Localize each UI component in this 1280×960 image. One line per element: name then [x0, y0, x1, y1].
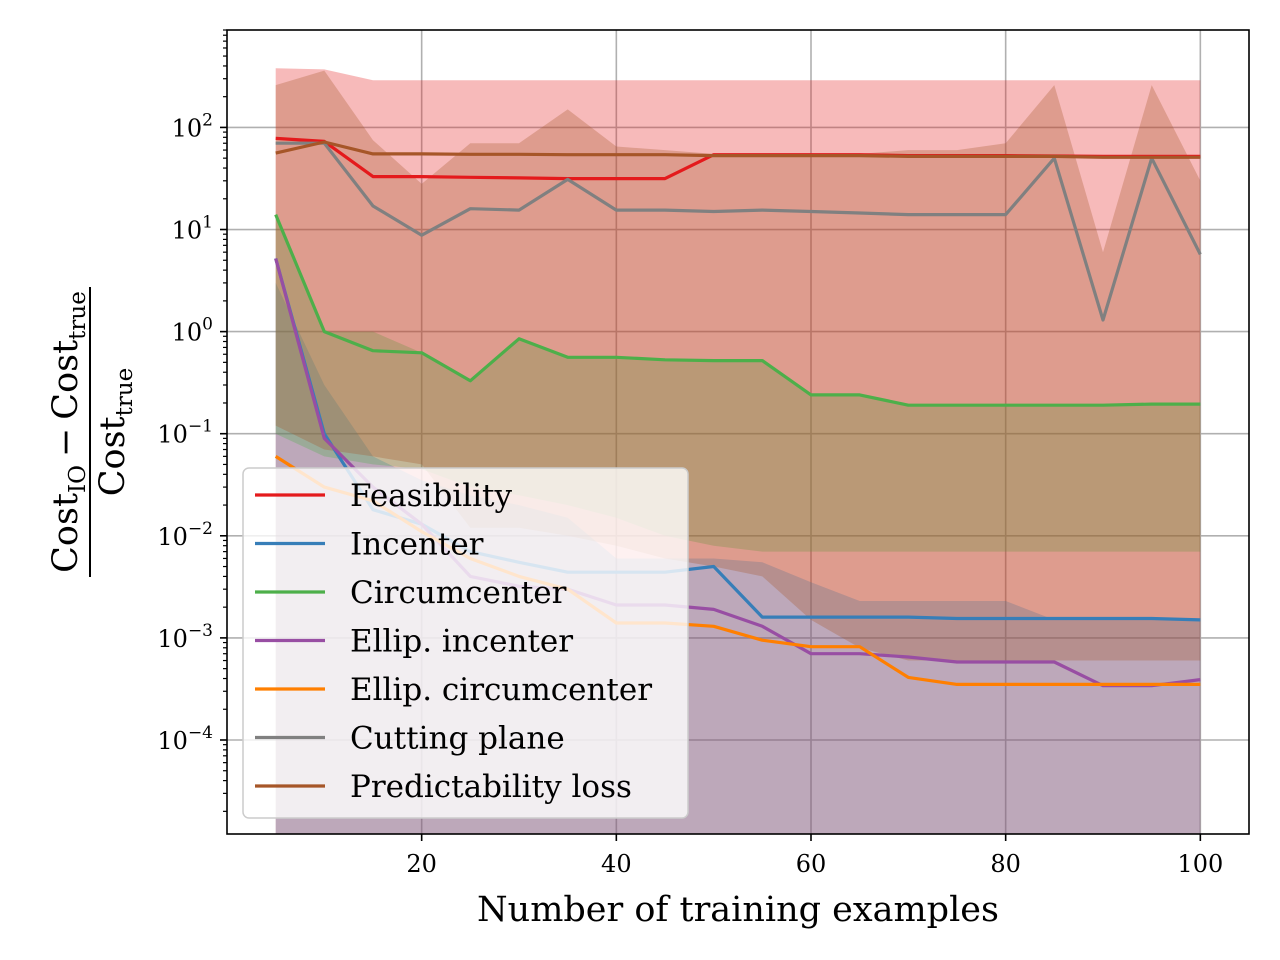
- plot-frame: [226, 29, 1250, 835]
- series-line-2: [274, 213, 1201, 407]
- y-tick-label-2: 100: [172, 315, 213, 347]
- legend-item-5: Cutting plane: [255, 721, 565, 757]
- legend-label-1: Incenter: [350, 527, 484, 563]
- x-tick-label-2: 60: [796, 850, 827, 878]
- x-tick-label-3: 80: [990, 850, 1021, 878]
- x-axis-title: Number of training examples: [477, 890, 999, 930]
- y-tick-label-5: 10−3: [157, 621, 213, 653]
- y-axis-title: CostIO−Costtrue Costtrue: [46, 287, 138, 577]
- series-line-6: [275, 140, 1201, 159]
- y-tick-label-6: 10−4: [157, 723, 213, 755]
- legend-item-1: Incenter: [255, 527, 484, 563]
- legend-item-3: Ellip. incenter: [255, 624, 573, 660]
- legend-box: [242, 467, 689, 819]
- y-tick-label-1: 101: [172, 213, 213, 245]
- x-tick-label-4: 100: [1177, 850, 1223, 878]
- legend-label-6: Predictability loss: [350, 769, 632, 805]
- x-tick-label-0: 20: [406, 850, 437, 878]
- y-axis-numerator: CostIO−Costtrue: [46, 291, 91, 573]
- series-line-5: [275, 141, 1202, 322]
- y-tick-label-3: 10−1: [157, 417, 213, 449]
- x-axis-ticks: 20 40 60 80 100: [406, 834, 1223, 878]
- y-tick-label-0: 102: [172, 110, 213, 142]
- legend-label-3: Ellip. incenter: [350, 624, 573, 660]
- legend-label-5: Cutting plane: [350, 721, 565, 757]
- legend: Feasibility Incenter Circumcenter Ellip. in…: [242, 467, 689, 819]
- grid: [227, 30, 1249, 834]
- y-tick-label-4: 10−2: [157, 519, 213, 551]
- legend-item-6: Predictability loss: [255, 769, 632, 805]
- legend-item-0: Feasibility: [255, 478, 513, 514]
- legend-item-2: Circumcenter: [255, 575, 567, 611]
- y-axis-denominator: Costtrue: [93, 368, 138, 497]
- legend-item-4: Ellip. circumcenter: [255, 672, 652, 708]
- legend-label-4: Ellip. circumcenter: [350, 672, 652, 708]
- y-axis-ticks: 102 101 100 10−1 10−2 10−3 10−4: [157, 29, 227, 812]
- x-tick-label-1: 40: [601, 850, 632, 878]
- legend-label-0: Feasibility: [350, 478, 513, 514]
- legend-label-2: Circumcenter: [350, 575, 567, 611]
